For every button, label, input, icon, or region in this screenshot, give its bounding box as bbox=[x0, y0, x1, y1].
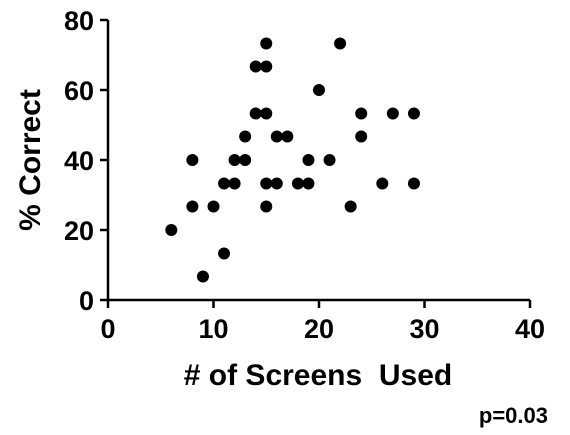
x-tick-label: 30 bbox=[409, 314, 439, 344]
y-tick-label: 40 bbox=[64, 146, 94, 176]
data-point bbox=[313, 84, 325, 96]
data-point bbox=[186, 154, 199, 166]
y-tick-label: 60 bbox=[64, 76, 94, 106]
x-axis-title: # of Screens Used bbox=[184, 359, 452, 392]
x-ticks: 0 10 20 30 40 bbox=[100, 300, 545, 344]
y-tick-label: 20 bbox=[64, 216, 94, 246]
data-point bbox=[407, 177, 420, 190]
data-point bbox=[407, 107, 420, 120]
data-point bbox=[270, 130, 283, 143]
data-points bbox=[165, 37, 420, 283]
data-point bbox=[376, 177, 389, 190]
data-point bbox=[334, 37, 347, 50]
data-point bbox=[228, 154, 241, 166]
y-ticks: 0 20 40 60 80 bbox=[64, 6, 108, 316]
data-point bbox=[239, 130, 252, 143]
data-point bbox=[302, 154, 315, 166]
data-point bbox=[323, 154, 336, 166]
x-tick-label: 10 bbox=[198, 314, 228, 344]
data-point bbox=[165, 224, 178, 236]
data-point bbox=[355, 130, 368, 143]
data-point bbox=[260, 60, 273, 73]
data-point bbox=[344, 200, 357, 213]
y-tick-label: 0 bbox=[79, 286, 94, 316]
data-point bbox=[386, 107, 399, 120]
p-value-annotation: p=0.03 bbox=[479, 403, 548, 428]
data-point bbox=[260, 37, 273, 50]
data-point bbox=[281, 130, 294, 143]
x-tick-label: 20 bbox=[304, 314, 334, 344]
data-point bbox=[249, 60, 262, 73]
x-tick-label: 0 bbox=[100, 314, 115, 344]
data-point bbox=[207, 200, 220, 213]
data-point bbox=[228, 177, 241, 190]
data-point bbox=[218, 177, 231, 190]
data-point bbox=[186, 200, 199, 213]
data-point bbox=[249, 107, 262, 120]
data-point bbox=[291, 177, 304, 190]
data-point bbox=[302, 177, 315, 190]
data-point bbox=[260, 177, 273, 190]
data-point bbox=[260, 107, 273, 120]
y-tick-label: 80 bbox=[64, 6, 94, 36]
x-tick-label: 40 bbox=[515, 314, 545, 344]
data-point bbox=[239, 154, 252, 166]
data-point bbox=[270, 177, 283, 190]
data-point bbox=[260, 200, 273, 213]
y-axis-title: % Correct bbox=[14, 89, 47, 231]
data-point bbox=[218, 247, 231, 260]
axes bbox=[106, 20, 530, 302]
data-point bbox=[196, 270, 209, 283]
data-point bbox=[355, 107, 368, 120]
